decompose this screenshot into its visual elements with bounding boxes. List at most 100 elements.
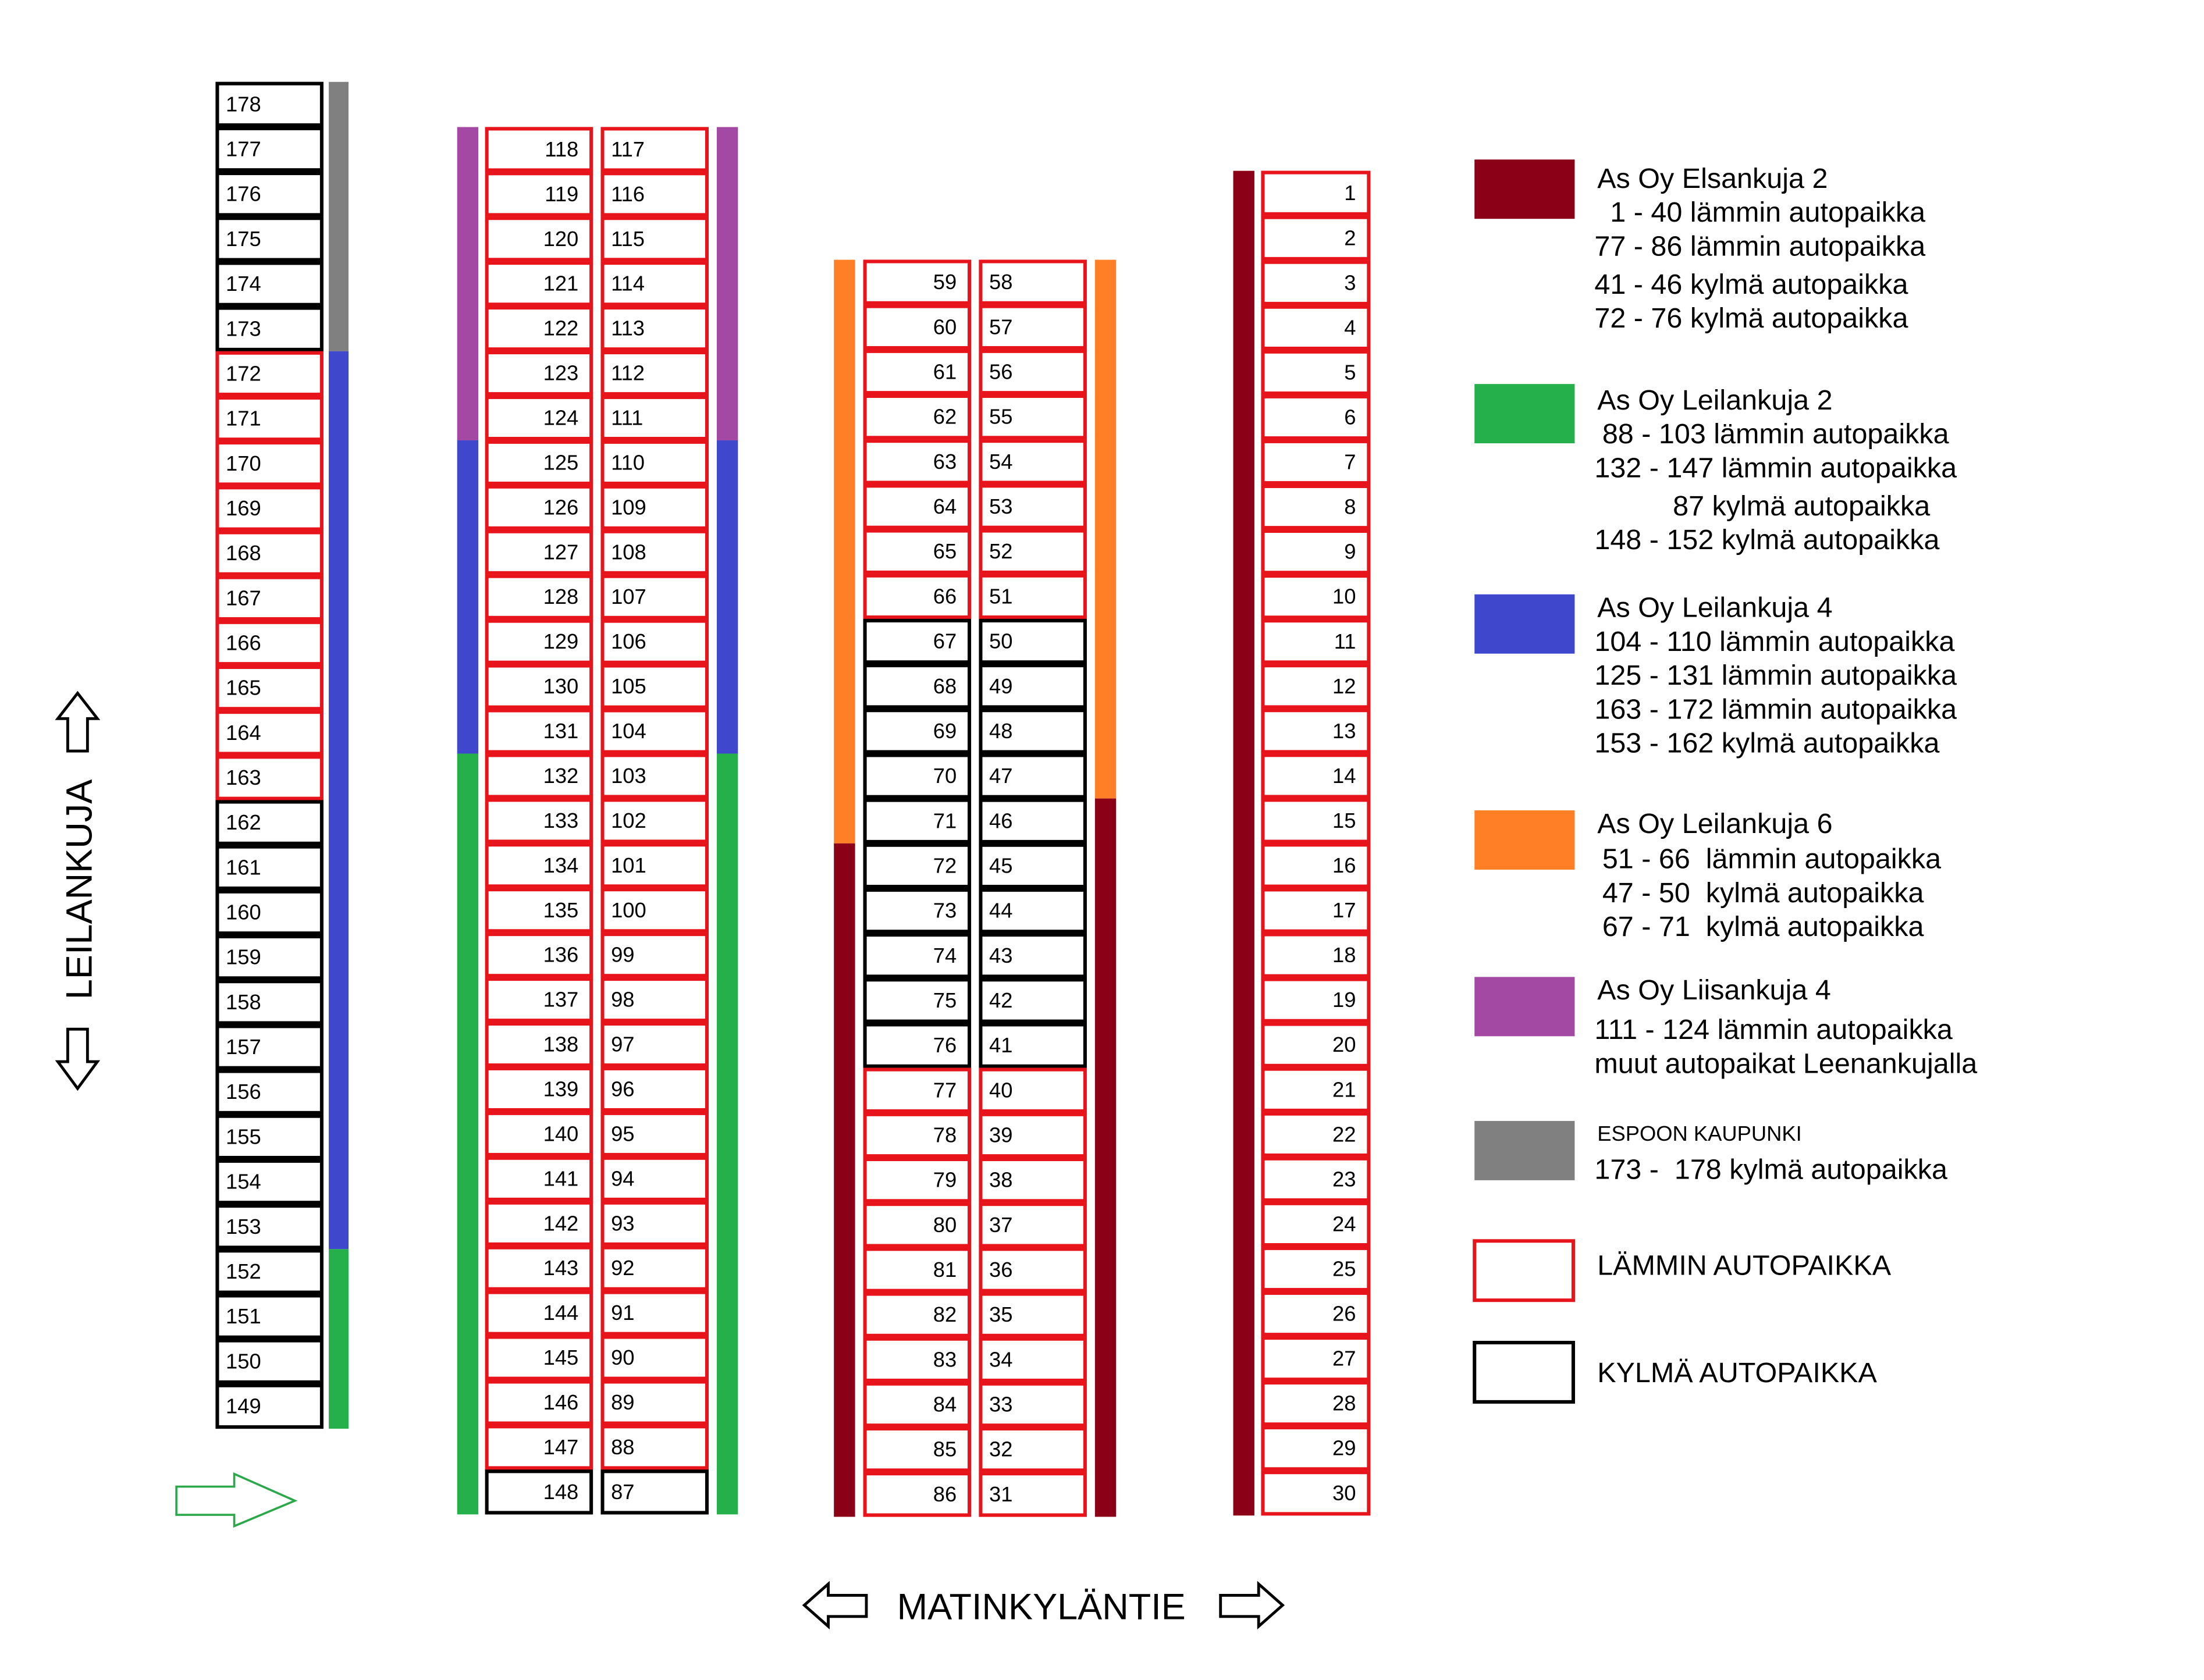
stall-number: 120: [543, 227, 579, 251]
legend-swatch: [1473, 1340, 1576, 1404]
parking-stall-70: 70: [863, 753, 972, 799]
stall-number: 137: [543, 988, 579, 1012]
stall-number: 140: [543, 1122, 579, 1145]
ownership-bar-as-oy-elsankuja-2: [1233, 170, 1254, 1516]
warm-stall-box: [485, 753, 593, 799]
stall-number: 167: [226, 586, 261, 610]
warm-stall-box: [600, 1245, 709, 1291]
stall-number: 152: [226, 1259, 261, 1283]
parking-stall-177: 177: [215, 126, 324, 172]
stall-number: 77: [933, 1078, 957, 1102]
legend-entry-as-oy-leilankuja-2: As Oy Leilankuja 2 88 - 103 lämmin autop…: [1474, 384, 1957, 556]
stall-number: 7: [1344, 450, 1356, 474]
parking-stall-118: 118: [485, 127, 593, 172]
warm-stall-box: [600, 1111, 709, 1156]
cold-stall-box: [215, 980, 324, 1025]
stall-number: 41: [989, 1033, 1012, 1057]
warm-stall-box: [1261, 170, 1371, 216]
ownership-bar-as-oy-leilankuja-2: [457, 753, 479, 1515]
cold-stall-box: [215, 1249, 324, 1294]
parking-stall-139: 139: [485, 1066, 593, 1112]
parking-stall-140: 140: [485, 1111, 593, 1156]
parking-stall-122: 122: [485, 306, 593, 351]
cold-stall-box: [863, 888, 972, 934]
stall-number: 17: [1332, 898, 1356, 922]
cold-stall-box: [215, 934, 324, 980]
warm-stall-box: [979, 1202, 1087, 1248]
parking-stall-156: 156: [215, 1069, 324, 1115]
parking-stall-53: 53: [979, 484, 1087, 529]
stall-number: 106: [611, 629, 646, 653]
parking-stall-84: 84: [863, 1382, 972, 1428]
stall-number: 129: [543, 629, 579, 653]
legend-entry-as-oy-liisankuja-4: As Oy Liisankuja 4 111 - 124 lämmin autop…: [1474, 974, 1977, 1079]
legend-line: 125 - 131 lämmin autopaikka: [1594, 660, 1957, 691]
legend-entry-cold-outline: KYLMÄ AUTOPAIKKA: [1473, 1340, 1878, 1404]
parking-stall-130: 130: [485, 664, 593, 709]
stall-number: 127: [543, 540, 579, 564]
warm-stall-box: [1261, 1426, 1371, 1471]
stall-number: 43: [989, 944, 1012, 967]
parking-stall-75: 75: [863, 978, 972, 1023]
cold-stall-box: [979, 843, 1087, 889]
warm-stall-box: [863, 1472, 972, 1517]
parking-stall-19: 19: [1261, 977, 1371, 1023]
parking-stall-18: 18: [1261, 932, 1371, 978]
warm-stall-box: [600, 440, 709, 486]
warm-stall-box: [600, 1201, 709, 1246]
warm-stall-box: [863, 1337, 972, 1383]
stall-number: 144: [543, 1301, 579, 1325]
stall-number: 145: [543, 1346, 579, 1369]
stall-number: 23: [1332, 1167, 1356, 1191]
parking-stall-136: 136: [485, 932, 593, 978]
stall-number: 86: [933, 1482, 957, 1506]
parking-stall-24: 24: [1261, 1201, 1371, 1247]
warm-stall-box: [863, 1382, 972, 1428]
stall-number: 10: [1332, 585, 1356, 608]
parking-stall-67: 67: [863, 618, 972, 664]
parking-stall-52: 52: [979, 529, 1087, 574]
stall-number: 62: [933, 405, 957, 429]
stall-number: 2: [1344, 226, 1356, 250]
stall-number: 128: [543, 585, 579, 608]
legend-line: 1 - 40 lämmin autopaikka: [1594, 197, 1925, 228]
stall-number: 121: [543, 272, 579, 296]
parking-stall-85: 85: [863, 1426, 972, 1472]
warm-stall-box: [863, 439, 972, 485]
stall-number: 18: [1332, 943, 1356, 967]
parking-stall-154: 154: [215, 1159, 324, 1205]
warm-stall-box: [600, 932, 709, 978]
parking-stall-14: 14: [1261, 753, 1371, 799]
parking-stall-16: 16: [1261, 843, 1371, 888]
ownership-bar-as-oy-liisankuja-4: [457, 127, 479, 440]
parking-stall-158: 158: [215, 980, 324, 1025]
parking-stall-150: 150: [215, 1339, 324, 1384]
parking-stall-54: 54: [979, 439, 1087, 485]
ownership-bar-as-oy-elsankuja-2: [1094, 798, 1117, 1517]
parking-stall-43: 43: [979, 933, 1087, 978]
parking-stall-119: 119: [485, 172, 593, 217]
cold-stall-box: [215, 1383, 324, 1429]
stall-number: 82: [933, 1302, 957, 1326]
warm-stall-box: [1261, 1291, 1371, 1337]
legend-entry-warm-outline: LÄMMIN AUTOPAIKKA: [1473, 1239, 1892, 1302]
parking-stall-15: 15: [1261, 798, 1371, 843]
warm-stall-box: [485, 1335, 593, 1380]
cold-stall-box: [215, 800, 324, 845]
cold-stall-box: [215, 1294, 324, 1339]
parking-stall-48: 48: [979, 709, 1087, 754]
stall-number: 47: [989, 764, 1012, 788]
warm-stall-box: [1261, 529, 1371, 575]
cold-stall-box: [863, 618, 972, 664]
parking-stall-120: 120: [485, 216, 593, 262]
warm-stall-box: [600, 888, 709, 933]
stall-number: 52: [989, 539, 1012, 563]
parking-stall-2: 2: [1261, 215, 1371, 261]
stall-number: 35: [989, 1302, 1012, 1326]
parking-stall-109: 109: [600, 485, 709, 530]
parking-stall-173: 173: [215, 306, 324, 351]
parking-stall-174: 174: [215, 261, 324, 307]
stall-number: 98: [611, 988, 634, 1012]
ownership-bar-as-oy-leilankuja-4: [716, 440, 738, 754]
